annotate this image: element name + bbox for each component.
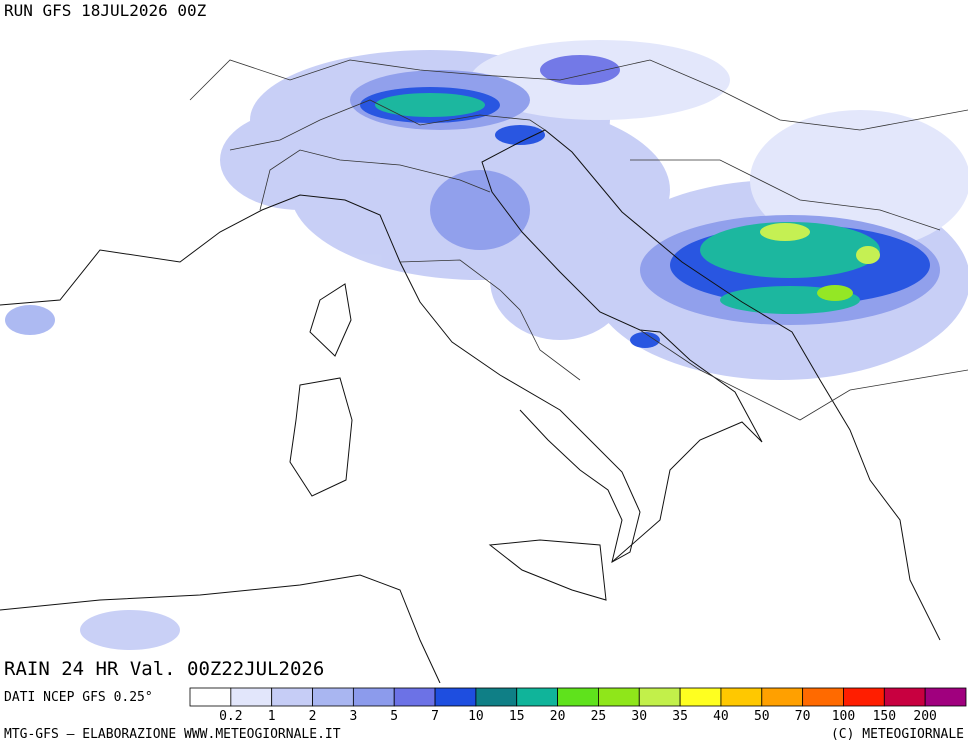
map-title: RAIN 24 HR Val. 00Z22JUL2026 xyxy=(4,658,324,680)
colorbar-swatch xyxy=(434,687,477,707)
colorbar-label: 40 xyxy=(713,709,729,724)
colorbar-label: 25 xyxy=(591,709,607,724)
borders xyxy=(189,59,968,421)
colorbar-swatch xyxy=(393,687,436,707)
colorbar-swatch xyxy=(924,687,967,707)
colorbar-swatch xyxy=(352,687,395,707)
colorbar-swatch xyxy=(638,687,681,707)
colorbar-label: 1 xyxy=(268,709,276,724)
rain-field xyxy=(5,40,968,650)
colorbar-label: 200 xyxy=(913,709,936,724)
colorbar-swatch xyxy=(271,687,313,707)
colorbar-label: 3 xyxy=(349,709,357,724)
colorbar-label: 2 xyxy=(309,709,317,724)
colorbar-swatch xyxy=(720,687,763,707)
source-label: DATI NCEP GFS 0.25° xyxy=(4,690,153,705)
map xyxy=(0,40,968,684)
colorbar-label: 7 xyxy=(431,709,439,724)
colorbar-swatch xyxy=(189,687,232,707)
colorbar-swatch xyxy=(516,687,558,707)
colorbar-swatch xyxy=(557,687,599,707)
colorbar-swatch xyxy=(230,687,273,707)
colorbar-swatch xyxy=(312,687,354,707)
colorbar-label: 0.2 xyxy=(219,709,242,724)
colorbar-label: 50 xyxy=(754,709,770,724)
colorbar-label: 100 xyxy=(832,709,855,724)
run-label: RUN GFS 18JUL2026 00Z xyxy=(4,1,207,20)
colorbar-label: 20 xyxy=(550,709,566,724)
colorbar: 0.2 1 2 3 5 7 10 15 20 25 30 35 40 50 70 100 150 200 xyxy=(189,687,967,724)
colorbar-swatch xyxy=(475,687,518,707)
footer-right: (C) METEOGIORNALE xyxy=(831,727,964,742)
colorbar-label: 150 xyxy=(873,709,896,724)
colorbar-swatch xyxy=(843,687,885,707)
colorbar-label: 70 xyxy=(795,709,811,724)
colorbar-swatch xyxy=(883,687,926,707)
colorbar-label: 35 xyxy=(672,709,688,724)
footer-left: MTG-GFS – ELABORAZIONE WWW.METEOGIORNALE… xyxy=(4,727,341,742)
colorbar-label: 30 xyxy=(631,709,647,724)
colorbar-swatch xyxy=(598,687,640,707)
colorbar-label: 15 xyxy=(509,709,525,724)
colorbar-label: 10 xyxy=(468,709,484,724)
coastlines xyxy=(0,129,941,684)
colorbar-swatch xyxy=(802,687,844,707)
colorbar-swatch xyxy=(761,687,804,707)
colorbar-swatch xyxy=(679,687,722,707)
colorbar-label: 5 xyxy=(390,709,398,724)
